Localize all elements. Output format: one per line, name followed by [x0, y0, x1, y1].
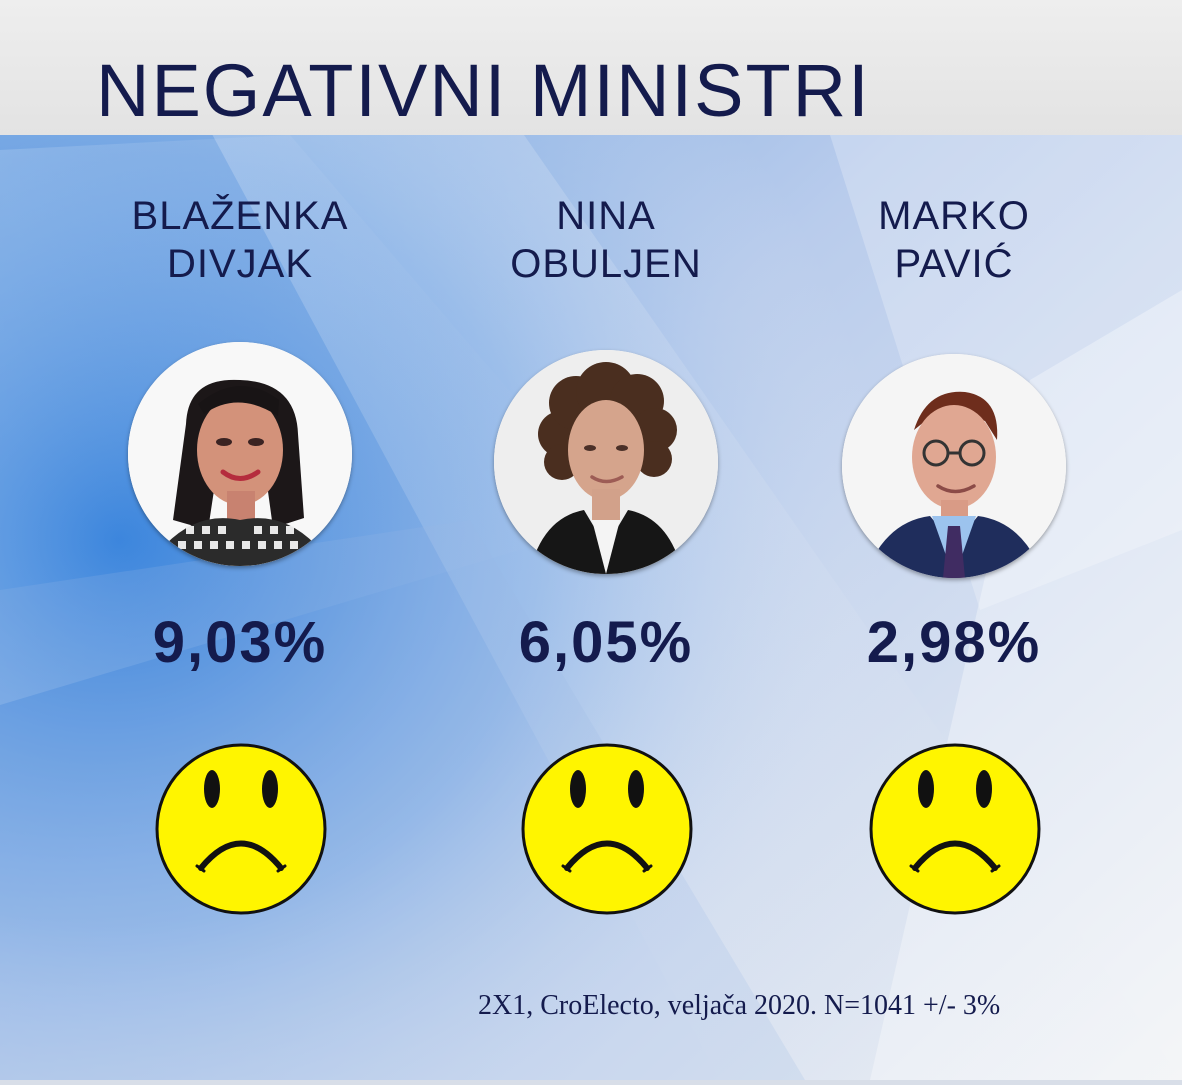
sad-face-graphic	[869, 743, 1041, 915]
last-name: PAVIĆ	[894, 242, 1014, 286]
negative-percentage: 9,03%	[152, 610, 328, 675]
negative-percentage: 6,05%	[518, 610, 694, 675]
minister-portrait-obuljen	[494, 350, 718, 574]
minister-photo-obuljen	[494, 350, 718, 574]
sad-face-graphic	[521, 743, 693, 915]
last-name: OBULJEN	[510, 242, 702, 286]
sad-face-icon	[154, 742, 328, 916]
source-note: 2X1, CroElecto, veljača 2020. N=1041 +/-…	[478, 990, 1001, 1021]
negative-percentage: 2,98%	[866, 610, 1042, 675]
sad-face-icon	[868, 742, 1042, 916]
first-name: MARKO	[878, 194, 1030, 238]
first-name: NINA	[556, 194, 656, 238]
page-title: NEGATIVNI MINISTRI	[96, 49, 871, 132]
minister-portrait-divjak	[128, 342, 352, 566]
minister-card-pavic: MARKO PAVIĆ 2,98%	[794, 192, 1114, 915]
minister-name: MARKO PAVIĆ	[794, 192, 1114, 288]
minister-photo-divjak	[128, 342, 352, 566]
minister-portrait-pavic	[842, 354, 1066, 578]
minister-card-obuljen: NINA OBULJEN 6,05%	[446, 192, 766, 915]
minister-name: NINA OBULJEN	[446, 192, 766, 288]
last-name: DIVJAK	[166, 242, 314, 286]
sad-face-icon	[520, 742, 694, 916]
first-name: BLAŽENKA	[131, 194, 349, 238]
title-band	[0, 0, 1182, 135]
minister-card-divjak: BLAŽENKA DIVJAK 9,03%	[80, 192, 400, 915]
minister-photo-pavic	[842, 354, 1066, 578]
sad-face-graphic	[155, 743, 327, 915]
minister-name: BLAŽENKA DIVJAK	[80, 192, 400, 288]
